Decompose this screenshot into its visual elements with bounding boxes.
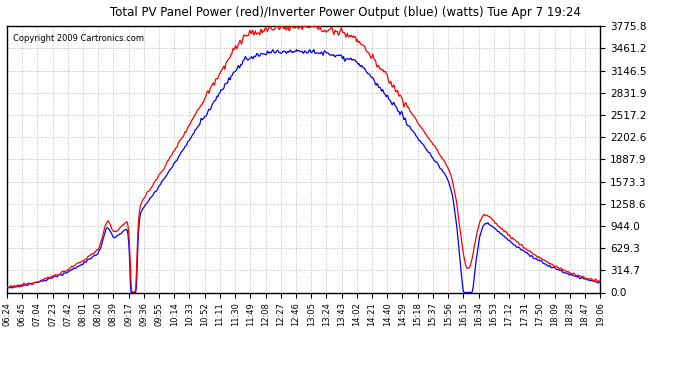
Text: Copyright 2009 Cartronics.com: Copyright 2009 Cartronics.com <box>13 34 144 43</box>
Text: Total PV Panel Power (red)/Inverter Power Output (blue) (watts) Tue Apr 7 19:24: Total PV Panel Power (red)/Inverter Powe… <box>110 6 580 19</box>
